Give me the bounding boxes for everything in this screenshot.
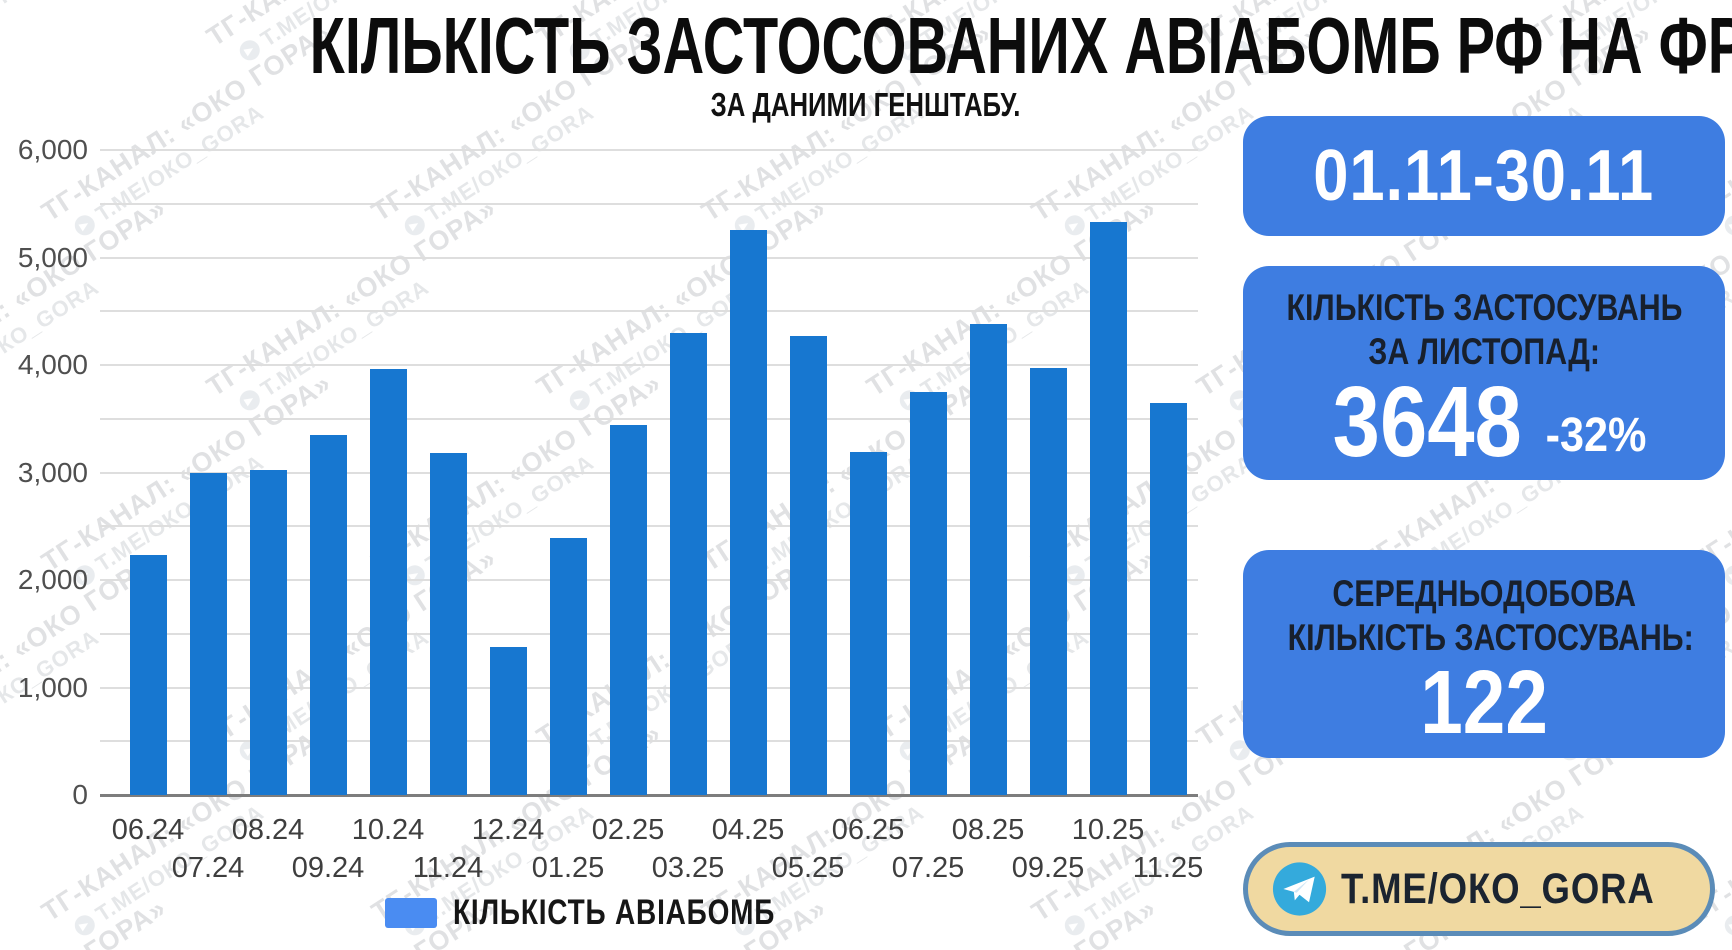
y-axis-tick-label: 1,000 [17,671,88,703]
bar-12.24 [489,646,527,795]
y-axis-tick-label: 3,000 [17,456,88,488]
telegram-channel-badge[interactable]: T.ME/ОКО_GORA [1243,842,1715,936]
bar-07.24 [189,472,227,795]
bar-04.25 [729,229,767,795]
bar-10.25 [1089,222,1127,795]
x-axis-tick-label: 02.25 [591,814,665,846]
gridline [100,525,1198,528]
x-axis-tick-label: 11.25 [1132,852,1204,884]
telegram-icon [1272,862,1327,916]
daily-average-value: 122 [1420,653,1548,754]
monthly-total-panel: КІЛЬКІСТЬ ЗАСТОСУВАНЬ ЗА ЛИСТОПАД: 3648 … [1243,266,1725,480]
gridline [100,471,1198,474]
date-range-panel: 01.11-30.11 [1243,116,1725,236]
gridline [100,686,1198,689]
x-axis-tick-label: 03.25 [651,852,725,884]
gridline [100,256,1198,259]
telegram-channel-label: T.ME/ОКО_GORA [1341,864,1655,913]
x-axis-tick-label: 07.25 [891,852,965,884]
bar-02.25 [609,425,647,795]
gridline [100,149,1198,151]
x-axis-tick-label: 06.24 [111,814,185,846]
daily-average-panel: СЕРЕДНЬОДОБОВА КІЛЬКІСТЬ ЗАСТОСУВАНЬ: 12… [1243,550,1725,758]
x-axis-tick-label: 12.24 [471,814,545,846]
x-axis-tick-label: 05.25 [771,852,845,884]
bar-05.25 [789,335,827,795]
bar-03.25 [669,332,707,795]
monthly-header-line2: ЗА ЛИСТОПАД: [1368,330,1600,372]
gridline [100,579,1198,581]
gridline [100,310,1198,313]
bar-11.24 [429,453,467,795]
gridline [100,417,1198,420]
bar-09.24 [309,434,347,795]
y-axis-tick-label: 0 [72,779,88,810]
x-axis-tick-label: 01.25 [531,852,605,884]
x-axis-tick-label: 09.24 [291,852,365,884]
bar-07.25 [909,391,947,795]
monthly-delta-percent: -32% [1545,409,1647,463]
y-axis-tick-label: 2,000 [17,564,88,595]
page-title: КІЛЬКІСТЬ ЗАСТОСОВАНИХ АВІАБОМБ РФ НА ФР… [309,1,1732,90]
x-axis-tick-label: 10.24 [351,814,425,846]
legend-label: КІЛЬКІСТЬ АВІАБОМБ [452,893,775,932]
bar-08.25 [969,324,1007,795]
date-range-value: 01.11-30.11 [1313,136,1655,216]
bar-06.24 [129,555,167,795]
x-axis-tick-label: 08.25 [951,814,1025,846]
daily-header-line2: КІЛЬКІСТЬ ЗАСТОСУВАНЬ: [1287,616,1694,658]
x-axis-baseline [100,794,1198,797]
monthly-header-line1: КІЛЬКІСТЬ ЗАСТОСУВАНЬ [1286,287,1683,328]
y-axis-tick-label: 6,000 [17,134,88,165]
x-axis-tick-label: 11.24 [412,852,484,884]
gridline [100,202,1198,205]
x-axis-tick-label: 06.25 [831,814,905,846]
chart-legend: КІЛЬКІСТЬ АВІАБОМБ [0,893,1240,933]
x-axis-tick-label: 10.25 [1071,814,1145,846]
bar-11.25 [1149,402,1187,795]
bar-08.24 [249,470,287,795]
gridline [100,632,1198,635]
page-subtitle: ЗА ДАНИМИ ГЕНШТАБУ. [711,86,1021,123]
bar-09.25 [1029,368,1067,795]
legend-swatch [384,898,437,928]
x-axis-tick-label: 09.25 [1011,852,1085,884]
x-axis-tick-label: 07.24 [171,852,245,884]
bar-01.25 [549,538,587,795]
y-axis-tick-label: 5,000 [17,241,88,273]
x-axis-tick-label: 08.24 [231,814,305,846]
daily-header-line1: СЕРЕДНЬОДОБОВА [1332,573,1636,614]
gridline [100,364,1198,366]
x-axis-tick-label: 04.25 [711,814,785,846]
bar-10.24 [369,369,407,795]
y-axis-tick-label: 4,000 [17,349,88,380]
gridline [100,740,1198,743]
header: КІЛЬКІСТЬ ЗАСТОСОВАНИХ АВІАБОМБ РФ НА ФР… [0,1,1732,123]
bar-06.25 [849,452,887,795]
monthly-total-value: 3648 [1332,366,1522,479]
